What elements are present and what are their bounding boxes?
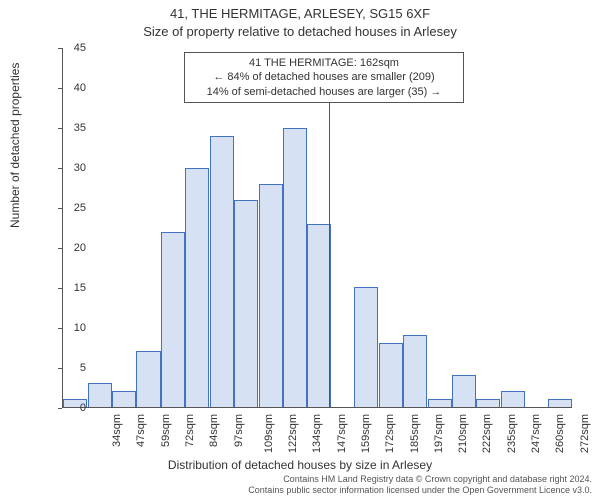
y-tick-label: 45 — [46, 42, 86, 54]
bar — [161, 232, 185, 408]
x-tick-label: 122sqm — [287, 414, 299, 453]
bar — [501, 391, 525, 407]
y-tick-label: 0 — [46, 402, 86, 414]
y-tick-mark — [58, 88, 62, 89]
x-tick-label: 84sqm — [208, 414, 220, 447]
bar — [234, 200, 258, 407]
bar — [403, 335, 427, 407]
annotation-box: 41 THE HERMITAGE: 162sqm ← 84% of detach… — [184, 52, 464, 103]
footer-line1: Contains HM Land Registry data © Crown c… — [0, 474, 592, 485]
bar — [185, 168, 209, 407]
chart-title-main: 41, THE HERMITAGE, ARLESEY, SG15 6XF — [0, 6, 600, 21]
bar — [428, 399, 452, 407]
bar — [210, 136, 234, 407]
bar — [112, 391, 136, 407]
annotation-line1: 41 THE HERMITAGE: 162sqm — [191, 56, 457, 70]
y-tick-mark — [58, 208, 62, 209]
chart-title-sub: Size of property relative to detached ho… — [0, 24, 600, 39]
y-tick-label: 10 — [46, 322, 86, 334]
x-tick-label: 197sqm — [433, 414, 445, 453]
bar — [452, 375, 476, 407]
y-tick-mark — [58, 168, 62, 169]
bar — [354, 287, 378, 407]
y-tick-label: 40 — [46, 82, 86, 94]
bar — [476, 399, 500, 407]
y-tick-mark — [58, 48, 62, 49]
bar — [283, 128, 307, 407]
x-tick-label: 109sqm — [263, 414, 275, 453]
x-tick-label: 59sqm — [160, 414, 172, 447]
annotation-line2: ← 84% of detached houses are smaller (20… — [191, 70, 457, 84]
bar — [88, 383, 112, 407]
x-tick-label: 210sqm — [457, 414, 469, 453]
x-tick-label: 272sqm — [579, 414, 591, 453]
footer-line2: Contains public sector information licen… — [0, 485, 592, 496]
x-tick-label: 185sqm — [409, 414, 421, 453]
y-tick-mark — [58, 248, 62, 249]
annotation-line3: 14% of semi-detached houses are larger (… — [191, 85, 457, 99]
x-tick-label: 222sqm — [482, 414, 494, 453]
y-tick-mark — [58, 368, 62, 369]
bar — [548, 399, 572, 407]
x-tick-label: 247sqm — [530, 414, 542, 453]
annotation-marker-line — [329, 102, 330, 408]
y-tick-label: 35 — [46, 122, 86, 134]
y-tick-label: 25 — [46, 202, 86, 214]
y-axis-label: Number of detached properties — [8, 63, 22, 228]
y-tick-mark — [58, 128, 62, 129]
x-tick-label: 260sqm — [554, 414, 566, 453]
x-tick-label: 134sqm — [312, 414, 324, 453]
bar — [307, 224, 331, 407]
x-axis-label: Distribution of detached houses by size … — [0, 458, 600, 472]
y-tick-label: 5 — [46, 362, 86, 374]
bar — [259, 184, 283, 407]
y-tick-label: 30 — [46, 162, 86, 174]
y-tick-mark — [58, 328, 62, 329]
y-tick-mark — [58, 408, 62, 409]
y-tick-label: 15 — [46, 282, 86, 294]
x-tick-label: 47sqm — [135, 414, 147, 447]
y-tick-mark — [58, 288, 62, 289]
y-tick-label: 20 — [46, 242, 86, 254]
bar — [136, 351, 160, 407]
histogram-chart: 41, THE HERMITAGE, ARLESEY, SG15 6XF Siz… — [0, 0, 600, 500]
x-tick-label: 34sqm — [111, 414, 123, 447]
x-tick-label: 97sqm — [233, 414, 245, 447]
x-tick-label: 172sqm — [384, 414, 396, 453]
x-tick-label: 147sqm — [336, 414, 348, 453]
x-tick-label: 159sqm — [360, 414, 372, 453]
footer-attribution: Contains HM Land Registry data © Crown c… — [0, 474, 592, 496]
bar — [379, 343, 403, 407]
x-tick-label: 235sqm — [506, 414, 518, 453]
x-tick-label: 72sqm — [184, 414, 196, 447]
